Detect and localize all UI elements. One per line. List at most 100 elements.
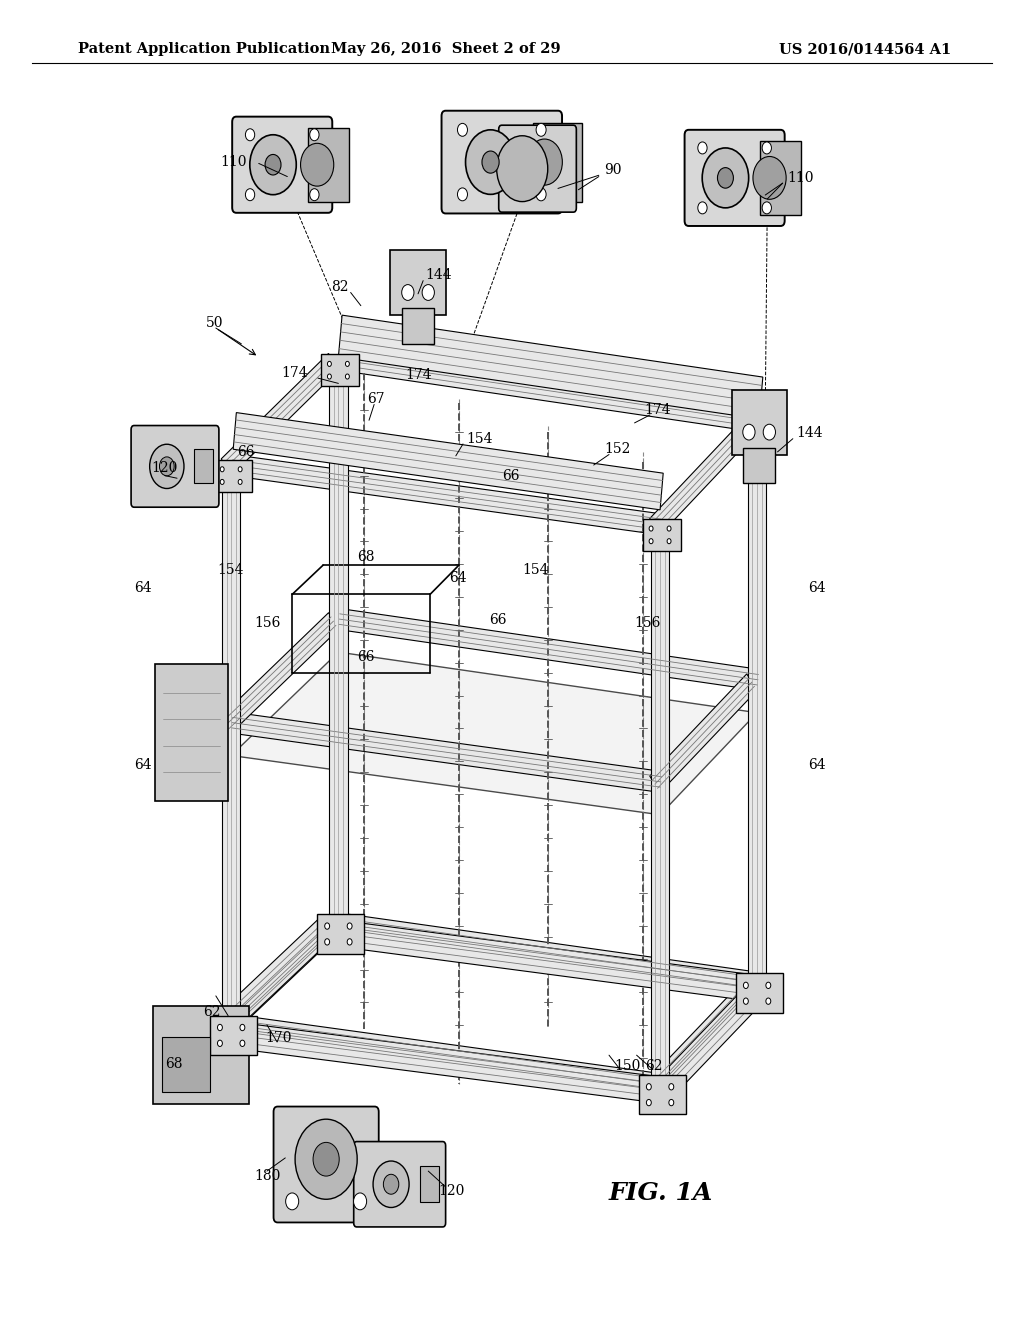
Polygon shape	[216, 1020, 678, 1105]
Text: 152: 152	[604, 442, 631, 457]
Circle shape	[325, 939, 330, 945]
FancyBboxPatch shape	[390, 251, 445, 315]
Circle shape	[150, 445, 184, 488]
Polygon shape	[329, 370, 347, 935]
Text: Patent Application Publication: Patent Application Publication	[78, 42, 330, 57]
Circle shape	[301, 144, 334, 186]
FancyBboxPatch shape	[742, 447, 775, 483]
Circle shape	[265, 154, 281, 176]
Polygon shape	[748, 432, 766, 993]
Text: 174: 174	[282, 366, 308, 380]
FancyBboxPatch shape	[195, 449, 213, 483]
Polygon shape	[233, 413, 664, 510]
Circle shape	[526, 139, 562, 185]
Circle shape	[766, 998, 771, 1005]
Polygon shape	[221, 612, 338, 733]
Circle shape	[313, 1142, 339, 1176]
Text: 66: 66	[502, 469, 519, 483]
Text: 120: 120	[152, 461, 178, 475]
Polygon shape	[211, 919, 330, 1041]
Circle shape	[649, 539, 653, 544]
Polygon shape	[221, 354, 338, 475]
Text: US 2016/0144564 A1: US 2016/0144564 A1	[779, 42, 951, 57]
Circle shape	[295, 1119, 357, 1200]
Text: 110: 110	[220, 154, 247, 169]
FancyBboxPatch shape	[760, 141, 801, 215]
Circle shape	[220, 479, 224, 484]
FancyBboxPatch shape	[685, 129, 784, 226]
Polygon shape	[231, 1015, 662, 1094]
FancyBboxPatch shape	[214, 459, 252, 491]
FancyBboxPatch shape	[499, 125, 577, 213]
FancyBboxPatch shape	[162, 1036, 210, 1092]
Circle shape	[373, 1162, 410, 1208]
Circle shape	[766, 982, 771, 989]
Circle shape	[347, 939, 352, 945]
Circle shape	[537, 187, 546, 201]
FancyBboxPatch shape	[322, 354, 359, 387]
Circle shape	[466, 129, 515, 194]
Circle shape	[743, 982, 749, 989]
Text: 174: 174	[645, 403, 672, 417]
Circle shape	[742, 424, 755, 440]
Circle shape	[746, 424, 750, 428]
Circle shape	[646, 1100, 651, 1106]
Circle shape	[250, 135, 296, 194]
Circle shape	[753, 157, 786, 199]
Text: 64: 64	[449, 572, 466, 585]
FancyBboxPatch shape	[353, 1142, 445, 1226]
Circle shape	[718, 168, 733, 189]
Text: 156: 156	[635, 616, 660, 630]
Circle shape	[746, 436, 750, 441]
FancyBboxPatch shape	[210, 1015, 257, 1055]
FancyBboxPatch shape	[534, 123, 583, 202]
Circle shape	[246, 189, 255, 201]
Circle shape	[763, 424, 775, 440]
Circle shape	[649, 525, 653, 531]
Circle shape	[286, 1193, 299, 1210]
Circle shape	[537, 123, 546, 136]
Circle shape	[458, 187, 468, 201]
FancyBboxPatch shape	[441, 111, 562, 214]
Circle shape	[160, 457, 174, 475]
FancyBboxPatch shape	[739, 416, 777, 449]
Text: 120: 120	[438, 1184, 465, 1197]
Circle shape	[697, 202, 708, 214]
FancyBboxPatch shape	[420, 1167, 439, 1203]
Text: 174: 174	[406, 368, 432, 383]
Circle shape	[764, 436, 768, 441]
Circle shape	[743, 998, 749, 1005]
Circle shape	[309, 129, 319, 141]
Circle shape	[497, 136, 548, 202]
FancyBboxPatch shape	[735, 973, 782, 1012]
Circle shape	[646, 1084, 651, 1090]
Circle shape	[239, 479, 242, 484]
Polygon shape	[338, 350, 759, 432]
Circle shape	[762, 202, 771, 214]
Circle shape	[217, 1024, 222, 1031]
Circle shape	[345, 374, 349, 379]
Polygon shape	[231, 713, 662, 792]
Circle shape	[240, 1024, 245, 1031]
Text: 156: 156	[255, 616, 281, 630]
FancyBboxPatch shape	[401, 309, 434, 345]
FancyBboxPatch shape	[153, 1006, 249, 1104]
Text: 66: 66	[238, 445, 255, 459]
Polygon shape	[231, 652, 757, 814]
Circle shape	[246, 129, 255, 141]
Text: 66: 66	[356, 651, 375, 664]
Text: 64: 64	[808, 581, 825, 594]
Circle shape	[328, 374, 332, 379]
Circle shape	[762, 143, 771, 154]
Text: 64: 64	[808, 759, 825, 772]
Polygon shape	[338, 315, 763, 418]
Text: 62: 62	[204, 1005, 221, 1019]
Text: 82: 82	[331, 280, 348, 294]
Text: FIG. 1A: FIG. 1A	[609, 1181, 714, 1205]
Circle shape	[422, 285, 434, 301]
Text: 68: 68	[356, 550, 375, 564]
Circle shape	[240, 1040, 245, 1047]
Text: 67: 67	[367, 392, 385, 407]
Circle shape	[325, 923, 330, 929]
Circle shape	[328, 362, 332, 367]
